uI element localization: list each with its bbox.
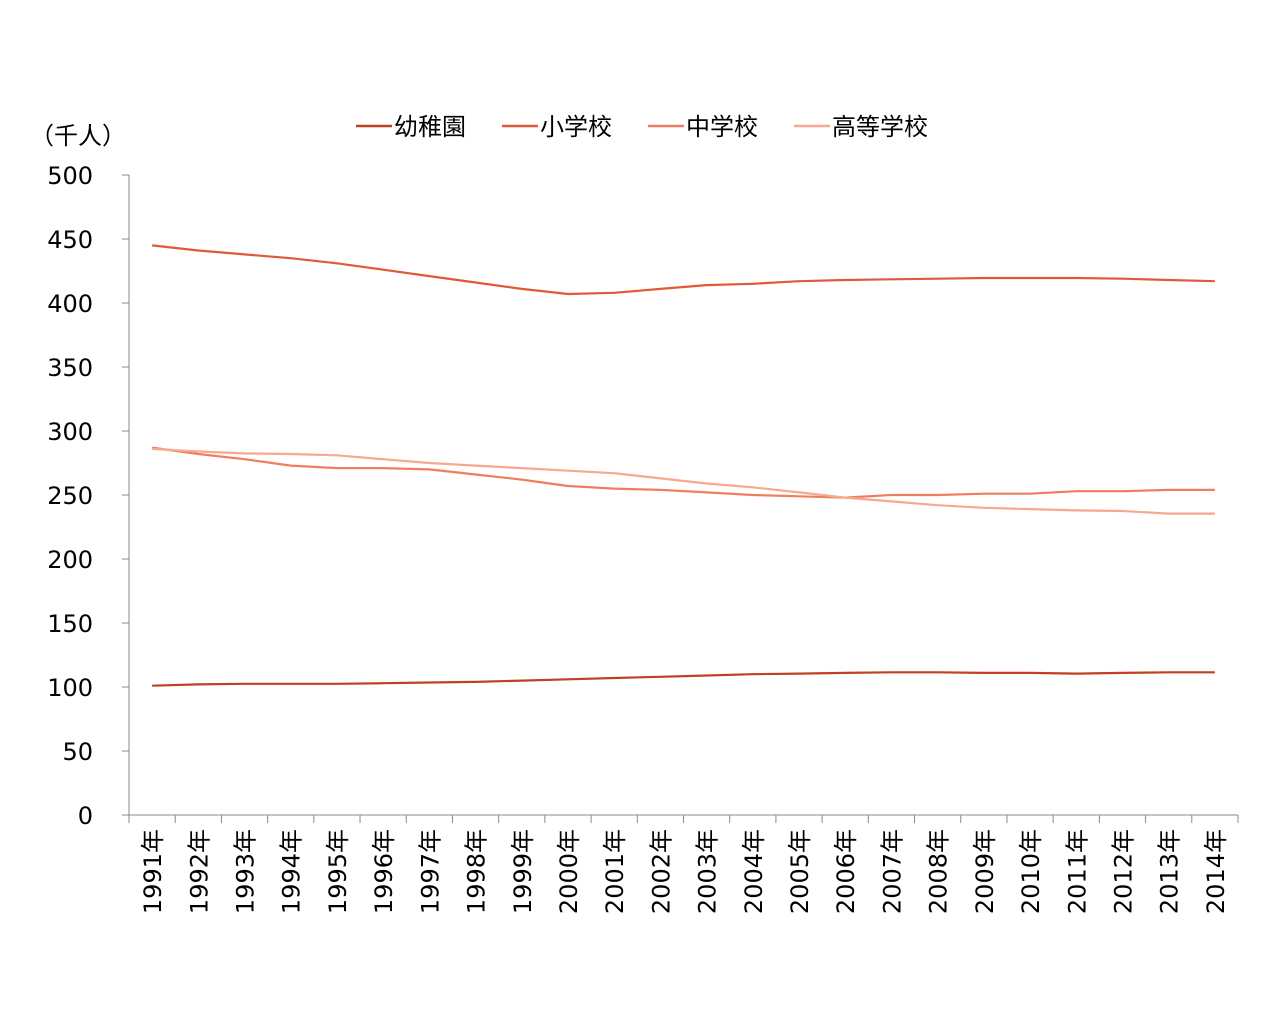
x-tick-label: 2008年 [925,829,953,914]
y-tick-label: 0 [78,802,93,830]
x-axis: 1991年 1992年 1993年 1994年 1995年 1996年 1997年 1998年… [128,814,1239,914]
legend-label: 幼稚園 [394,113,466,141]
legend-label: 小学校 [540,113,612,141]
y-tick-label: 100 [47,674,93,702]
x-tick-label: 1993年 [232,829,260,914]
y-tick-label: 450 [47,226,93,254]
x-tick-label: 2006年 [832,829,860,914]
x-tick-label: 2011年 [1063,829,1091,914]
x-tick-label: 1992年 [185,829,213,914]
x-tick-label: 2003年 [694,829,722,914]
x-tick-label: 1997年 [416,829,444,914]
x-tick-label: 2002年 [647,829,675,914]
x-tick-label: 2004年 [740,829,768,914]
series-lines [151,244,1215,687]
y-tick-label: 200 [47,546,93,574]
y-axis-unit-label: （千人） [30,122,126,150]
x-tick-label: 2012年 [1109,829,1137,914]
series-line-高等学校 [152,447,1215,515]
x-tick-label: 2014年 [1202,829,1230,914]
legend-label: 中学校 [686,113,758,141]
y-axis: 0 50 100 150 200 250 300 350 400 450 500 [47,162,130,830]
x-tick-label: 2009年 [971,829,999,914]
y-tick-label: 350 [47,354,93,382]
x-tick-label: 2005年 [786,829,814,914]
y-tick-label: 500 [47,162,93,190]
x-tick-label: 2007年 [878,829,906,914]
x-tick-label: 1991年 [139,829,167,914]
x-tick-label: 1999年 [509,829,537,914]
x-tick-label: 2010年 [1017,829,1045,914]
y-tick-label: 150 [47,610,93,638]
series-line-中学校 [151,446,1215,499]
x-tick-label: 1994年 [278,829,306,914]
x-tick-label: 1995年 [324,829,352,914]
y-tick-label: 50 [62,738,93,766]
x-tick-label: 1998年 [463,829,491,914]
legend: 幼稚園 小学校 中学校 高等学校 [356,113,928,141]
x-tick-label: 2001年 [601,829,629,914]
series-line-幼稚園 [152,671,1215,687]
series-line-小学校 [151,244,1215,296]
x-tick-label: 2000年 [555,829,583,914]
y-tick-label: 400 [47,290,93,318]
x-tick-label: 2013年 [1156,829,1184,914]
legend-label: 高等学校 [832,113,928,141]
y-tick-label: 300 [47,418,93,446]
y-tick-label: 250 [47,482,93,510]
x-tick-label: 1996年 [370,829,398,914]
